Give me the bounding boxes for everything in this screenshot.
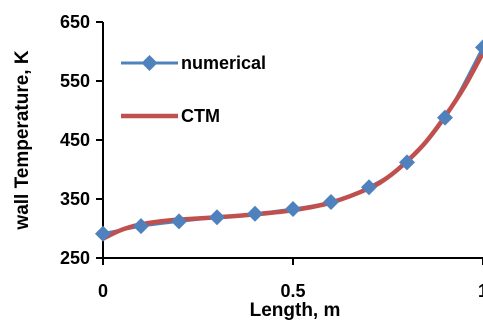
data-point-numerical [285,201,301,218]
y-tick-label: 450 [60,130,90,150]
data-point-numerical [247,205,263,222]
data-point-numerical [361,179,377,196]
data-point-numerical [133,218,149,235]
data-point-numerical [171,213,187,230]
legend-marker-numerical [141,55,158,71]
series-line-ctm [100,50,483,241]
data-point-numerical [437,109,453,126]
data-point-numerical [475,39,483,56]
x-tick-label: 0.5 [280,281,305,301]
x-tick-label: 1 [478,281,483,301]
x-axis-title: Length, m [250,300,341,320]
y-tick-label: 250 [60,248,90,268]
y-tick-label: 550 [60,71,90,91]
legend: numerical CTM [121,53,266,126]
axes: 250 350 450 550 650 0 0.5 1 [60,12,483,301]
data-point-numerical [95,225,111,242]
data-point-numerical [399,154,415,171]
series-layer [95,39,483,242]
data-point-numerical [323,193,339,210]
legend-label-ctm: CTM [181,106,220,126]
x-tick-label: 0 [98,281,108,301]
legend-label-numerical: numerical [181,53,266,73]
y-axis-title: wall Temperature, K [12,50,33,230]
y-tick-label: 350 [60,189,90,209]
data-point-numerical [209,209,225,226]
y-tick-label: 650 [60,12,90,32]
